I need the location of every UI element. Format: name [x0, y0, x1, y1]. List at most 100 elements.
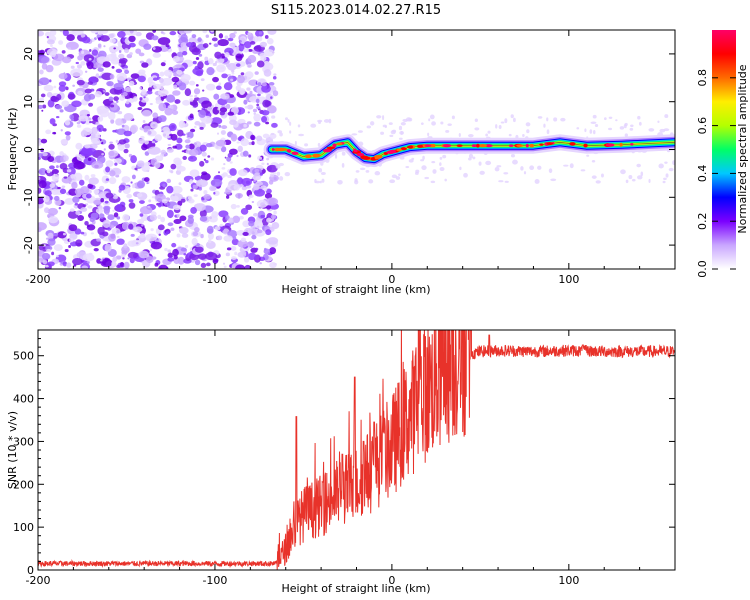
- noise-blob: [304, 143, 309, 147]
- noise-blob: [485, 133, 489, 137]
- noise-blob: [275, 163, 281, 169]
- noise-blob: [165, 44, 170, 48]
- noise-blob: [157, 203, 162, 208]
- noise-blob: [238, 43, 245, 52]
- noise-blob: [160, 216, 166, 223]
- noise-blob: [273, 73, 277, 76]
- noise-blob: [65, 86, 68, 89]
- noise-blob: [428, 118, 431, 122]
- noise-blob: [272, 76, 277, 80]
- noise-blob: [200, 78, 205, 82]
- noise-blob: [97, 37, 101, 41]
- noise-blob: [139, 213, 144, 217]
- noise-blob: [220, 93, 230, 100]
- noise-blob: [99, 185, 105, 191]
- noise-blob: [93, 189, 100, 195]
- noise-blob: [233, 31, 237, 34]
- noise-blob: [205, 262, 211, 267]
- noise-blob: [113, 96, 119, 101]
- noise-blob: [238, 39, 242, 43]
- noise-blob: [109, 73, 115, 80]
- noise-blob: [365, 169, 370, 173]
- snr-panel: -200 -100 0 100 0 100 200 300 400 500 Height of s…: [6, 329, 676, 595]
- noise-blob: [113, 47, 117, 50]
- noise-blob: [142, 119, 146, 124]
- noise-blob: [112, 256, 118, 263]
- noise-blob: [80, 231, 85, 235]
- noise-blob: [195, 179, 208, 188]
- noise-blob: [255, 176, 261, 181]
- noise-blob: [560, 117, 566, 122]
- noise-blob: [75, 61, 79, 65]
- noise-blob: [206, 67, 215, 76]
- noise-blob: [116, 72, 127, 81]
- noise-blob: [246, 63, 253, 68]
- noise-blob: [323, 119, 330, 123]
- noise-blob: [121, 176, 131, 183]
- noise-blob: [110, 52, 117, 59]
- noise-blob: [504, 180, 509, 183]
- noise-blob: [190, 188, 194, 192]
- noise-blob: [118, 53, 125, 59]
- noise-blob: [164, 247, 168, 252]
- noise-blob: [240, 208, 249, 215]
- noise-blob: [242, 231, 249, 237]
- noise-blob: [178, 227, 189, 235]
- noise-blob: [100, 198, 105, 203]
- noise-blob: [251, 234, 257, 240]
- noise-blob: [38, 30, 45, 37]
- noise-blob: [53, 85, 57, 89]
- noise-blob: [113, 212, 119, 218]
- noise-blob: [124, 69, 130, 75]
- noise-blob: [39, 97, 45, 102]
- noise-blob: [151, 140, 156, 144]
- noise-blob: [167, 143, 171, 147]
- noise-blob: [93, 247, 99, 252]
- noise-blob: [445, 129, 450, 133]
- noise-blob: [237, 169, 248, 177]
- noise-blob: [487, 130, 491, 134]
- signal-hotspot: [424, 144, 432, 148]
- noise-blob: [264, 49, 275, 57]
- spectrogram-ytick-label: -10: [22, 188, 35, 206]
- noise-blob: [90, 30, 99, 34]
- noise-blob: [357, 130, 363, 133]
- noise-blob: [430, 180, 436, 184]
- snr-xlabel: Height of straight line (km): [281, 582, 430, 595]
- noise-blob: [638, 121, 642, 126]
- noise-blob: [236, 155, 239, 158]
- noise-blob: [169, 30, 177, 36]
- noise-blob: [391, 174, 398, 179]
- noise-blob: [168, 123, 177, 132]
- noise-blob: [229, 119, 237, 126]
- noise-blob: [143, 43, 152, 50]
- noise-blob: [164, 153, 168, 156]
- noise-blob: [176, 213, 180, 218]
- noise-blob: [47, 207, 59, 216]
- noise-blob: [171, 76, 180, 83]
- noise-blob: [368, 179, 374, 184]
- noise-blob: [624, 133, 628, 137]
- noise-blob: [76, 64, 83, 69]
- noise-blob: [173, 218, 182, 224]
- noise-blob: [162, 183, 166, 188]
- noise-blob: [197, 64, 201, 68]
- signal-hotspot: [304, 154, 312, 159]
- noise-blob: [59, 30, 64, 33]
- noise-blob: [220, 146, 227, 153]
- noise-blob: [122, 257, 125, 260]
- noise-blob: [317, 142, 321, 147]
- noise-blob: [594, 123, 599, 128]
- noise-blob: [193, 142, 197, 146]
- noise-blob: [91, 137, 101, 144]
- noise-blob: [221, 73, 228, 79]
- noise-blob: [163, 69, 173, 77]
- noise-blob: [199, 126, 204, 130]
- noise-blob: [648, 128, 655, 132]
- noise-blob: [162, 126, 170, 134]
- noise-blob: [235, 264, 246, 269]
- noise-blob: [388, 122, 393, 126]
- noise-blob: [62, 232, 67, 236]
- noise-blob: [184, 139, 191, 144]
